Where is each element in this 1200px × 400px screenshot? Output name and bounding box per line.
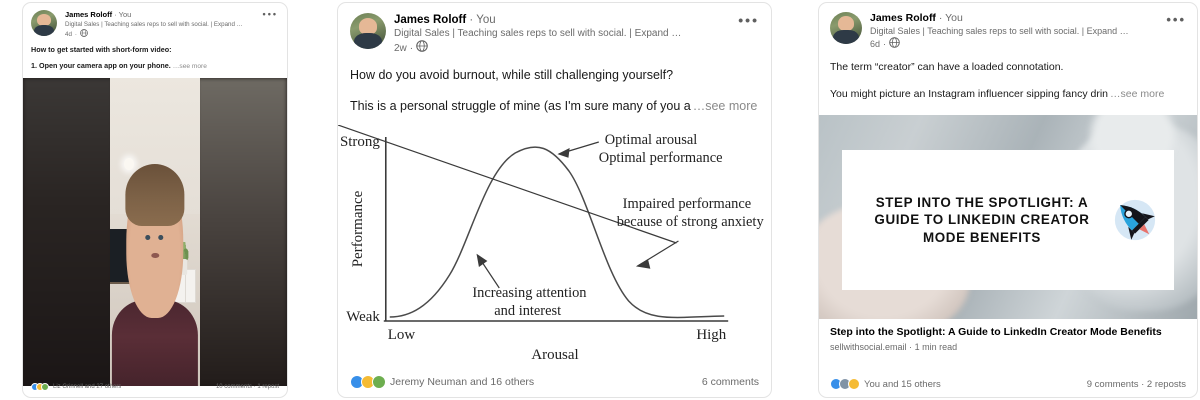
separator-dot: · xyxy=(469,14,474,26)
see-more-link[interactable]: …see more xyxy=(1110,88,1165,100)
video-letterbox-right xyxy=(197,78,287,386)
reaction-support-icon xyxy=(41,383,49,391)
post-footer: You and 15 others 9 comments · 2 reposts xyxy=(819,372,1197,397)
author-line: James Roloff · You xyxy=(394,13,759,27)
video-letterbox-left xyxy=(23,78,113,386)
more-options-icon[interactable]: ••• xyxy=(1166,12,1186,27)
post-timestamp: 4d xyxy=(65,31,72,38)
post-footer: Jeremy Neuman and 16 others 6 comments xyxy=(338,368,771,397)
article-source-line: sellwithsocial.email · 1 min read xyxy=(830,341,1186,354)
y-tick-strong: Strong xyxy=(340,134,380,150)
author-line: James Roloff · You xyxy=(65,10,279,20)
post-timestamp: 6d xyxy=(870,39,881,49)
separator-dot: · xyxy=(74,31,77,38)
post-meta: 2w · xyxy=(394,40,759,56)
post-text-line-2: You might picture an Instagram influence… xyxy=(830,88,1109,100)
reaction-support-icon xyxy=(372,375,386,389)
post-header: James Roloff · You Digital Sales | Teach… xyxy=(338,3,771,60)
separator-dot: · xyxy=(909,342,913,352)
post-card-short-form-video[interactable]: James Roloff · You Digital Sales | Teach… xyxy=(22,2,288,398)
more-options-icon[interactable]: ••• xyxy=(262,9,278,19)
separator-dot: · xyxy=(883,39,887,49)
avatar[interactable] xyxy=(830,12,862,44)
author-headline: Digital Sales | Teaching sales reps to s… xyxy=(870,26,1129,36)
houseplant xyxy=(177,241,190,276)
annotation-increasing-attention: Increasing attention xyxy=(472,285,586,301)
comments-reposts-text[interactable]: 9 comments · 2 reposts xyxy=(1086,378,1186,390)
avatar[interactable] xyxy=(31,10,57,36)
more-options-icon[interactable]: ••• xyxy=(738,12,759,28)
arousal-performance-curve-chart: Strong Weak Low High Performance Arousal… xyxy=(338,125,765,363)
comments-reposts-text[interactable]: 10 comments · 1 repost xyxy=(215,384,279,390)
y-axis-label: Performance xyxy=(350,190,366,267)
post-footer: Liz Grinnell and 27 others 10 comments ·… xyxy=(23,378,287,397)
rocket-icon xyxy=(1107,192,1163,248)
article-graphic-panel: STEP INTO THE SPOTLIGHT: A GUIDE TO LINK… xyxy=(841,149,1175,291)
annotation-and-interest: and interest xyxy=(494,303,561,319)
author-relationship: You xyxy=(118,10,132,19)
see-more-link[interactable]: …see more xyxy=(692,99,758,113)
post-meta: 4d · xyxy=(65,29,279,40)
person-hair xyxy=(125,164,185,226)
annotation-optimal-arousal: Optimal arousal xyxy=(605,132,698,148)
author-line: James Roloff · You xyxy=(870,12,1186,25)
avatar[interactable] xyxy=(350,13,386,49)
see-more-link[interactable]: …see more xyxy=(172,63,207,70)
post-card-burnout-chart[interactable]: James Roloff · You Digital Sales | Teach… xyxy=(337,2,772,398)
annotation-arrows xyxy=(338,125,679,289)
post-text-line-1: How do you avoid burnout, while still ch… xyxy=(350,68,674,82)
reaction-icons[interactable] xyxy=(830,378,860,390)
x-axis-label: Arousal xyxy=(531,347,578,363)
post-chart-image[interactable]: Strong Weak Low High Performance Arousal… xyxy=(338,125,771,365)
performance-curve xyxy=(389,146,725,319)
video-frame xyxy=(110,78,200,386)
article-preview-image[interactable]: STEP INTO THE SPOTLIGHT: A GUIDE TO LINK… xyxy=(819,115,1197,319)
post-timestamp: 2w xyxy=(394,42,407,54)
author-relationship: You xyxy=(945,12,963,24)
post-text-line-1: The term “creator” can have a loaded con… xyxy=(830,61,1064,73)
globe-public-icon xyxy=(416,40,428,56)
reaction-icons[interactable] xyxy=(31,383,49,391)
separator-dot: · xyxy=(409,42,414,54)
post-text-line-2: This is a personal struggle of mine (as … xyxy=(350,99,691,113)
x-tick-high: High xyxy=(696,327,726,343)
reactions-count-text[interactable]: Liz Grinnell and 27 others xyxy=(53,384,122,390)
author-name[interactable]: James Roloff xyxy=(65,10,113,19)
reaction-celebrate-icon xyxy=(848,378,860,390)
author-relationship: You xyxy=(476,14,496,26)
separator-dot: · xyxy=(938,12,943,24)
comments-count-text[interactable]: 6 comments xyxy=(701,376,759,388)
post-meta: 6d · xyxy=(870,37,1186,51)
article-source: sellwithsocial.email xyxy=(830,342,907,352)
annotation-optimal-performance: Optimal performance xyxy=(599,150,723,166)
post-text-line-2: 1. Open your camera app on your phone. xyxy=(31,61,171,70)
article-read-time: 1 min read xyxy=(914,342,958,352)
annotation-strong-anxiety: because of strong anxiety xyxy=(617,214,765,230)
post-card-creator-mode-article[interactable]: James Roloff · You Digital Sales | Teach… xyxy=(818,2,1198,398)
post-text: How to get started with short-form video… xyxy=(23,43,287,80)
annotation-impaired-performance: Impaired performance xyxy=(623,196,752,212)
reactions-count-text[interactable]: You and 15 others xyxy=(864,378,941,390)
globe-public-icon xyxy=(80,29,88,40)
post-text-line-1: How to get started with short-form video… xyxy=(31,45,172,54)
post-video-thumbnail[interactable] xyxy=(23,78,287,386)
x-tick-low: Low xyxy=(388,327,416,343)
article-graphic-title: STEP INTO THE SPOTLIGHT: A GUIDE TO LINK… xyxy=(874,194,1090,245)
post-header: James Roloff · You Digital Sales | Teach… xyxy=(819,3,1197,54)
post-header: James Roloff · You Digital Sales | Teach… xyxy=(23,3,287,43)
post-text: The term “creator” can have a loaded con… xyxy=(819,54,1197,116)
separator-dot: · xyxy=(114,10,117,19)
author-name[interactable]: James Roloff xyxy=(394,14,467,26)
article-preview-meta[interactable]: Step into the Spotlight: A Guide to Link… xyxy=(819,319,1197,354)
article-title[interactable]: Step into the Spotlight: A Guide to Link… xyxy=(830,326,1162,338)
reactions-count-text[interactable]: Jeremy Neuman and 16 others xyxy=(390,376,535,388)
author-headline: Digital Sales | Teaching sales reps to s… xyxy=(65,21,243,28)
author-name[interactable]: James Roloff xyxy=(870,12,936,24)
post-text: How do you avoid burnout, while still ch… xyxy=(338,60,771,132)
author-headline: Digital Sales | Teaching sales reps to s… xyxy=(394,28,682,39)
globe-public-icon xyxy=(889,37,900,51)
y-tick-weak: Weak xyxy=(346,309,380,325)
reaction-icons[interactable] xyxy=(350,375,386,389)
